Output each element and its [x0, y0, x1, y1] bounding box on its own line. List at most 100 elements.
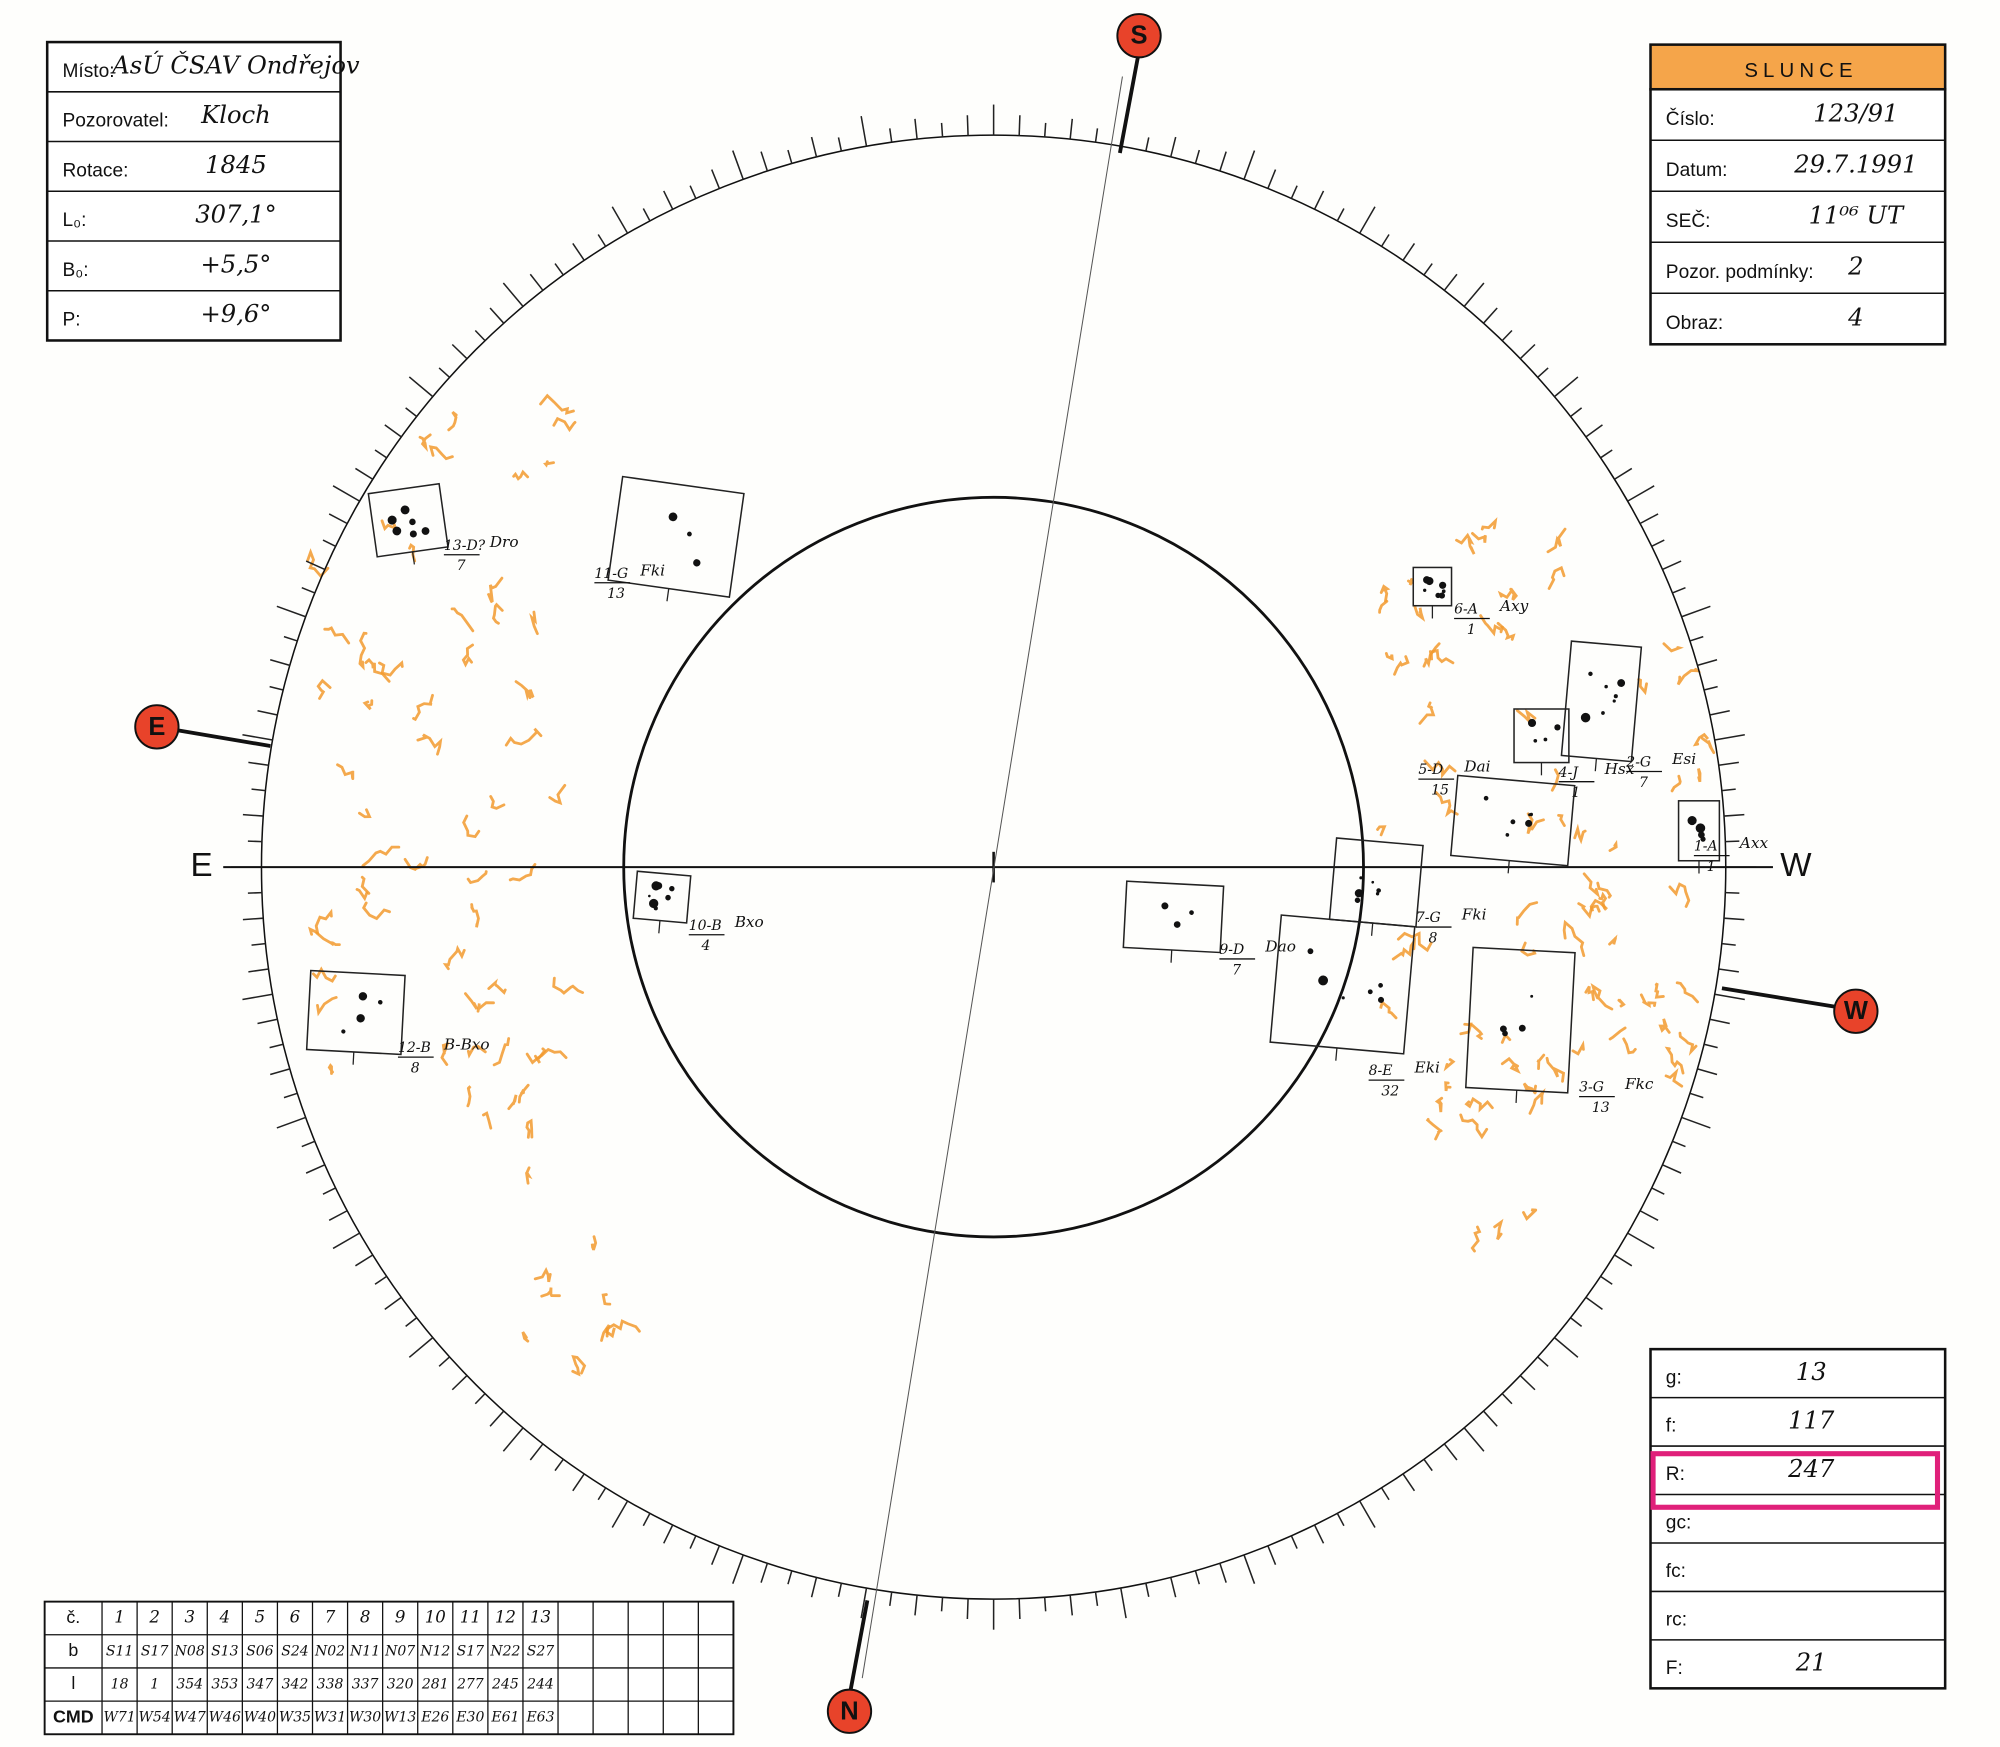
group-count: 7 [1232, 962, 1241, 978]
limb-tick [1697, 659, 1718, 667]
limb-tick [251, 788, 266, 792]
limb-tick [1145, 137, 1150, 152]
spot [1307, 948, 1314, 955]
limb-tick [1600, 449, 1613, 459]
compass-label: N [840, 1697, 858, 1725]
sunspot-group [607, 475, 745, 602]
sunspot-group [1677, 800, 1721, 874]
filament [1376, 825, 1387, 837]
table-cell: W46 [209, 1710, 241, 1726]
limb-tick [689, 1535, 697, 1549]
spot [421, 527, 430, 535]
limb-tick [837, 1582, 843, 1597]
limb-tick [689, 185, 697, 199]
limb-tick [940, 122, 944, 138]
filament [1444, 1081, 1452, 1092]
limb-tick [1069, 1594, 1074, 1616]
limb-tick [1290, 1535, 1298, 1549]
filament [1550, 768, 1560, 792]
spot [1318, 975, 1329, 986]
filament [1536, 1053, 1546, 1071]
limb-tick [966, 115, 969, 136]
filament [1622, 1037, 1637, 1055]
group-count: 13 [1592, 1100, 1610, 1116]
filament [1422, 642, 1441, 669]
limb-tick [384, 424, 402, 438]
filament [1547, 565, 1566, 590]
limb-tick [1570, 1317, 1583, 1327]
filament [1584, 985, 1595, 1002]
filament [533, 1267, 552, 1283]
limb-tick [611, 206, 629, 234]
limb-tick [1501, 1393, 1513, 1405]
group-type: Bxo [734, 913, 764, 931]
limb-tick [305, 560, 326, 571]
filament [1557, 813, 1566, 827]
filament [482, 1111, 493, 1130]
limb-tick [1501, 329, 1513, 342]
limb-tick [1043, 1597, 1047, 1612]
filament [1471, 532, 1487, 543]
filament [1520, 941, 1537, 957]
limb-tick [257, 1018, 278, 1025]
filament [525, 1118, 534, 1139]
spot [1505, 833, 1510, 837]
filament [521, 1331, 530, 1343]
group-type: Fkc [1624, 1075, 1654, 1093]
filament [1479, 614, 1505, 637]
spot [687, 531, 692, 537]
filament [466, 870, 488, 885]
spot [1371, 880, 1375, 884]
limb-tick [1018, 115, 1021, 136]
limb-tick [1703, 685, 1718, 691]
limb-tick [1359, 206, 1376, 234]
group-type: Esi [1671, 750, 1696, 768]
spot [1367, 989, 1373, 995]
box-frame [1649, 87, 1947, 346]
limb-tick [1627, 1232, 1655, 1250]
spot [1354, 897, 1361, 903]
limb-tick [642, 1513, 651, 1527]
spot [1438, 592, 1445, 599]
filament [571, 1355, 587, 1377]
table-cell: S24 [281, 1643, 308, 1659]
limb-tick [1313, 190, 1325, 210]
table-cell: 12 [495, 1608, 516, 1627]
limb-tick [1423, 263, 1433, 276]
spot [1554, 724, 1561, 731]
limb-tick [1639, 513, 1659, 525]
group-count: 13 [607, 586, 625, 602]
spot [1510, 819, 1516, 825]
filament [525, 1047, 568, 1065]
spot [693, 559, 701, 567]
limb-tick [328, 513, 348, 525]
limb-tick [1537, 367, 1549, 378]
filament [1562, 919, 1586, 958]
table-cell: 9 [395, 1608, 406, 1627]
field-label: f: [1666, 1416, 1677, 1437]
limb-tick [1681, 605, 1711, 618]
filament [548, 783, 567, 806]
group-type: Axy [1498, 597, 1529, 615]
filament [539, 393, 575, 415]
table-cell: 1 [150, 1677, 159, 1693]
filament [1617, 998, 1626, 1008]
spot [1613, 694, 1618, 699]
limb-tick [1243, 150, 1256, 180]
filament [1545, 1056, 1566, 1083]
field-label: Pozorovatel: [63, 111, 169, 132]
filament [1423, 759, 1457, 779]
spot [1376, 888, 1381, 893]
table-cell: S06 [246, 1643, 274, 1659]
limb-tick [889, 1591, 893, 1606]
limb-tick [732, 150, 744, 180]
limb-tick [529, 1443, 544, 1461]
filament [1608, 839, 1618, 852]
filament [590, 1235, 598, 1251]
compass-label: E [148, 713, 165, 741]
limb-tick [1267, 169, 1277, 189]
filament [1459, 1113, 1489, 1140]
filament [1434, 1096, 1444, 1113]
field-value: 4 [1847, 303, 1863, 331]
